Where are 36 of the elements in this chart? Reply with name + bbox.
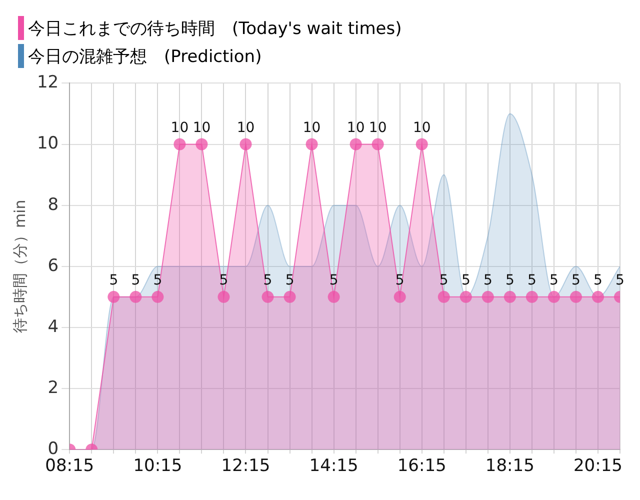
data-label: 5: [549, 272, 558, 289]
x-tick-label: 18:15: [485, 456, 534, 476]
data-label: 5: [594, 272, 602, 289]
x-tick-label: 20:15: [573, 456, 622, 476]
data-label: 10: [346, 120, 365, 136]
x-tick-label: 16:15: [397, 456, 446, 476]
x-tick-label: 14:15: [309, 456, 358, 476]
data-label: 5: [329, 272, 338, 289]
y-tick-label: 6: [48, 256, 59, 276]
x-tick-label: 10:15: [133, 456, 182, 476]
y-tick-label: 4: [48, 316, 59, 337]
data-label: 5: [263, 272, 272, 289]
y-tick-label: 10: [36, 134, 59, 154]
data-label: 5: [395, 272, 404, 289]
data-label: 5: [527, 272, 536, 289]
data-label: 10: [368, 120, 387, 136]
data-label: 5: [131, 272, 140, 289]
y-axis-title: 待ち時間（分）min: [10, 200, 29, 334]
data-label: 10: [412, 120, 431, 136]
data-label: 5: [505, 272, 514, 289]
data-label: 5: [109, 272, 118, 289]
data-label: 5: [616, 272, 624, 289]
data-label: 10: [192, 120, 211, 136]
data-label: 5: [219, 272, 228, 289]
y-tick-label: 12: [36, 72, 59, 93]
legend-label: 今日これまでの待ち時間 (Today's wait times): [28, 18, 402, 40]
data-label: 5: [483, 272, 492, 289]
legend-label: 今日の混雑予想 (Prediction): [28, 46, 262, 68]
data-label: 5: [461, 272, 470, 289]
data-label: 10: [302, 120, 321, 136]
data-label: 5: [572, 272, 580, 289]
y-tick-label: 2: [48, 378, 59, 398]
data-label: 10: [236, 120, 255, 136]
x-tick-label: 12:15: [221, 456, 270, 476]
data-label: 10: [170, 120, 189, 136]
y-tick-label: 8: [48, 194, 59, 215]
